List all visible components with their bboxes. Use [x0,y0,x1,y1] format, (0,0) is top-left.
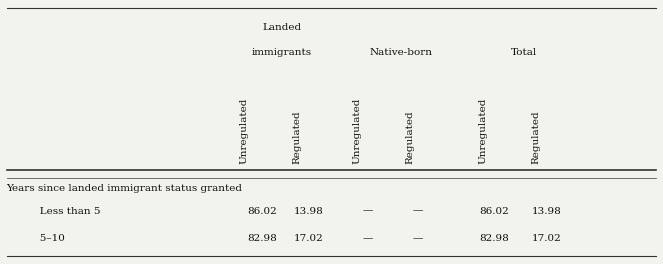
Text: Native-born: Native-born [369,48,433,57]
Text: Unregulated: Unregulated [478,97,487,164]
Text: Less than 5: Less than 5 [30,207,100,216]
Text: 86.02: 86.02 [479,207,509,216]
Text: 82.98: 82.98 [479,234,509,243]
Text: Landed: Landed [262,23,302,32]
Text: 17.02: 17.02 [294,234,323,243]
Text: Unregulated: Unregulated [352,97,361,164]
Text: Total: Total [511,48,537,57]
Text: —: — [363,207,373,216]
Text: 13.98: 13.98 [532,207,562,216]
Text: Years since landed immigrant status granted: Years since landed immigrant status gran… [7,184,243,193]
Text: Regulated: Regulated [405,110,414,164]
Text: 17.02: 17.02 [532,234,562,243]
Text: —: — [412,234,423,243]
Text: 86.02: 86.02 [247,207,276,216]
Text: Unregulated: Unregulated [239,97,249,164]
Text: 82.98: 82.98 [247,234,276,243]
Text: Regulated: Regulated [292,110,302,164]
Text: —: — [412,207,423,216]
Text: 13.98: 13.98 [294,207,323,216]
Text: —: — [363,234,373,243]
Text: Regulated: Regulated [531,110,540,164]
Text: 5–10: 5–10 [30,234,65,243]
Text: immigrants: immigrants [252,48,312,57]
